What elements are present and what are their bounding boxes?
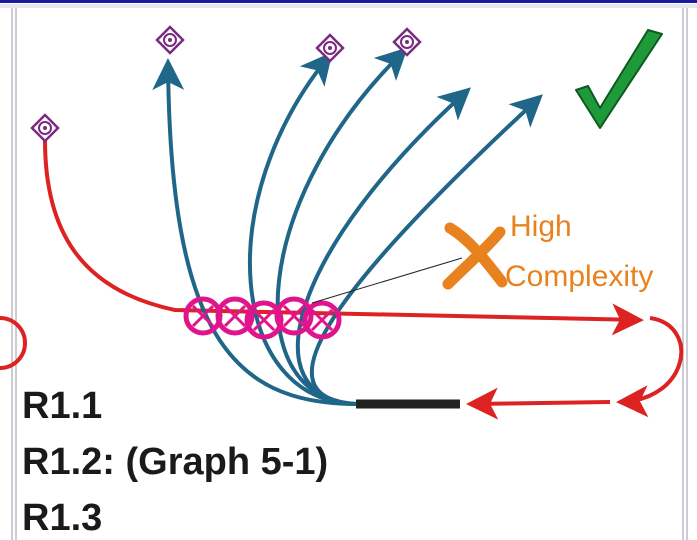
goal-diamond-icon <box>315 33 345 63</box>
candidate-path-2 <box>248 51 357 406</box>
goal-diamond-icon <box>155 25 185 55</box>
conflict-circle-icon <box>244 300 284 340</box>
partial-circle-left <box>0 316 27 370</box>
annotation-line2: Complexity <box>505 260 653 293</box>
goal-diamond-icon <box>30 113 60 143</box>
conflict-circle-icon <box>215 296 255 336</box>
rejected-path-main <box>43 139 644 336</box>
annotation-line1: High <box>510 210 572 243</box>
goal-diamond-icon <box>392 27 422 57</box>
candidate-path-1 <box>152 58 357 406</box>
conflict-circle-icon <box>302 300 342 340</box>
header-band <box>0 4 697 8</box>
rejected-path-loop <box>616 316 684 418</box>
header-rule <box>0 0 697 3</box>
requirement-label-3: R1.3 <box>22 497 102 539</box>
conflict-markers <box>183 296 342 340</box>
requirement-label-1: R1.1 <box>22 385 102 427</box>
check-icon <box>575 29 663 129</box>
requirement-label-2: R1.2: (Graph 5-1) <box>22 441 328 483</box>
conflict-circle-icon <box>274 296 314 336</box>
candidate-path-5 <box>309 94 543 406</box>
rejected-path-return <box>466 387 611 420</box>
cross-icon <box>442 222 508 290</box>
candidate-paths <box>152 47 543 406</box>
annotation-leader <box>311 257 463 304</box>
candidate-path-4 <box>296 87 471 406</box>
